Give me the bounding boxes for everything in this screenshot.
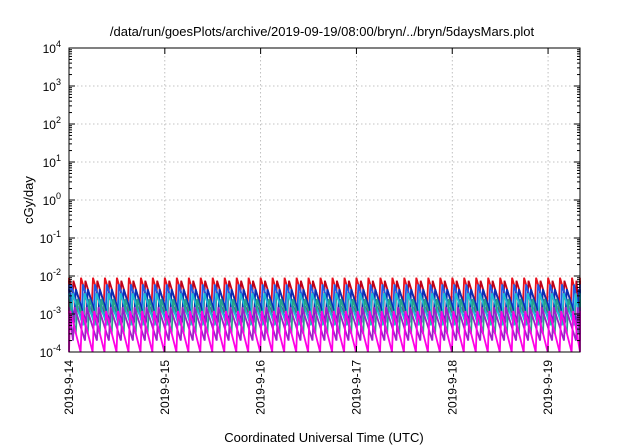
- y-tick-label: 10-3: [40, 305, 61, 322]
- series-line-8: [68, 310, 581, 353]
- x-tick-label: 2019-9-16: [254, 360, 268, 415]
- y-tick-label: 10-1: [40, 229, 61, 246]
- x-axis: 2019-9-14 2019-9-15 2019-9-16 2019-9-17 2019…: [62, 48, 555, 415]
- series-group: [68, 277, 581, 353]
- x-tick-label: 2019-9-18: [445, 360, 459, 415]
- y-tick-label: 10-2: [40, 267, 61, 284]
- y-tick-label: 101: [43, 153, 61, 170]
- x-axis-label: Coordinated Universal Time (UTC): [224, 430, 423, 445]
- y-tick-label: 102: [43, 115, 61, 132]
- grid: [68, 48, 580, 352]
- y-tick-label: 103: [43, 77, 61, 94]
- x-tick-label: 2019-9-19: [541, 360, 555, 415]
- y-axis: 10-4 10-3 10-2 10-1 100 101 102 103 104: [40, 39, 580, 360]
- x-tick-label: 2019-9-17: [349, 360, 363, 415]
- y-tick-label: 104: [43, 39, 61, 56]
- x-tick-label: 2019-9-15: [158, 360, 172, 415]
- x-tick-label: 2019-9-14: [62, 360, 76, 415]
- y-tick-label: 10-4: [40, 343, 61, 360]
- y-tick-label: 100: [43, 191, 61, 208]
- y-axis-label: cGy/day: [21, 176, 36, 224]
- chart-title: /data/run/goesPlots/archive/2019-09-19/0…: [110, 24, 535, 39]
